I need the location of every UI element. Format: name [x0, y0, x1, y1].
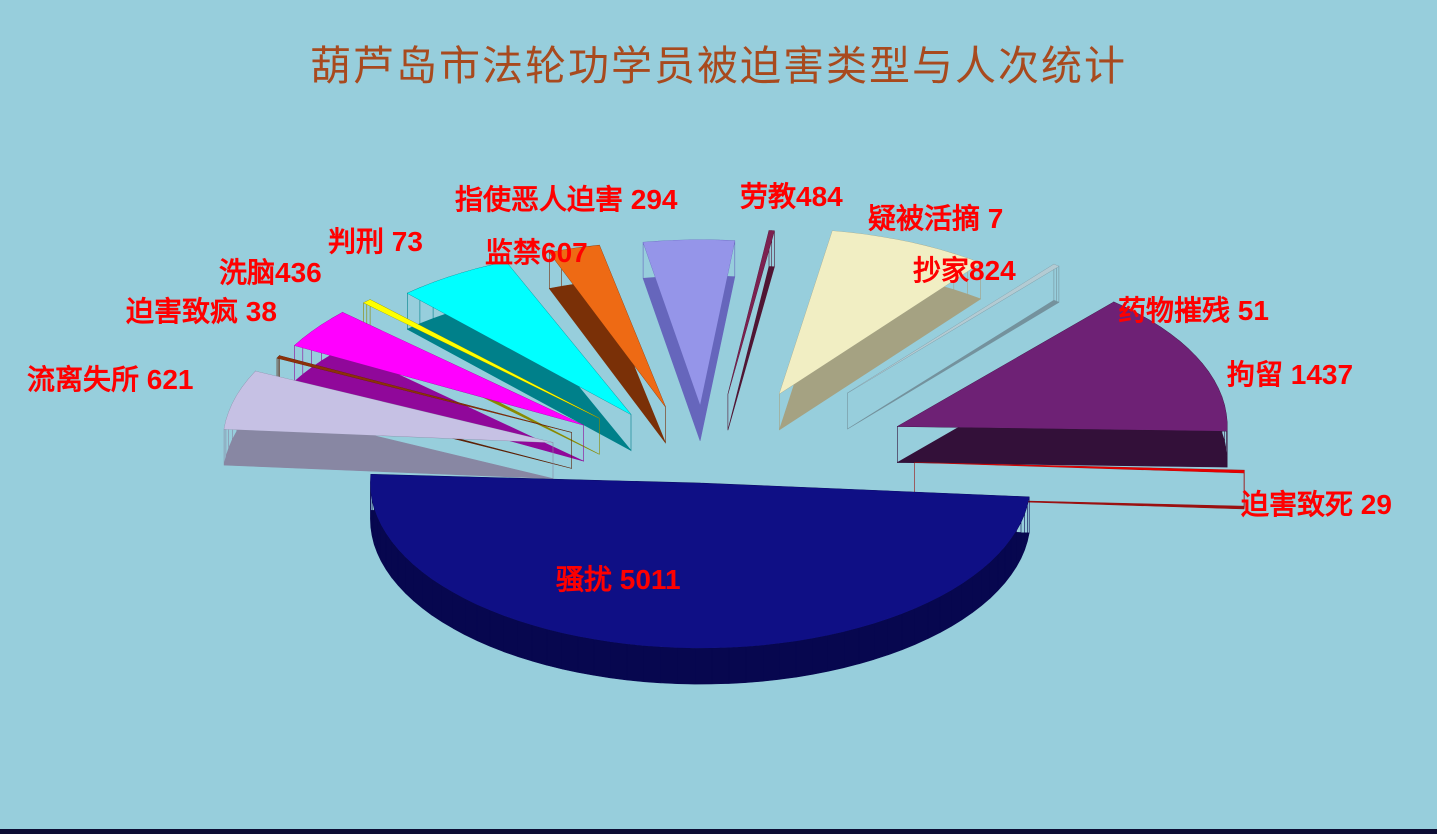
pie-slice-harassment — [370, 474, 1030, 649]
pie-slice-drug-torture — [847, 264, 1059, 393]
bottom-edge-bar — [0, 829, 1437, 834]
pie-slice-home-ransacking — [779, 230, 981, 394]
pie-slice-organ-harvesting — [727, 230, 775, 395]
pie-slice-driven-insane — [277, 355, 572, 433]
pie-slice-sentenced — [363, 299, 600, 419]
pie-slice-side-drug-torture — [847, 263, 1060, 430]
pie-slice-displaced — [224, 371, 553, 443]
pie-slice-side-harassment — [370, 473, 1030, 685]
pie-slice-incited-persecution — [549, 245, 666, 407]
pie-slice-persecuted-to-death — [914, 462, 1245, 473]
pie-slice-side-organ-harvesting — [727, 230, 775, 431]
pie-slice-imprisonment — [407, 261, 631, 415]
pie-slice-side-persecuted-to-death — [914, 462, 1245, 510]
chart-title: 葫芦岛市法轮功学员被迫害类型与人次统计 — [310, 43, 1127, 89]
pie-slice-brainwashing — [294, 312, 584, 426]
pie-slice-forced-labor — [643, 239, 735, 405]
pie-slice-detention — [897, 302, 1228, 432]
